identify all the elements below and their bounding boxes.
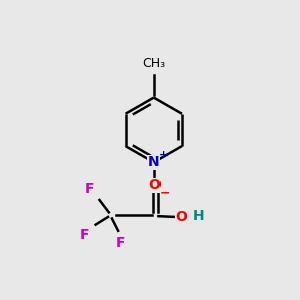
Text: O: O (149, 178, 161, 192)
Text: O: O (148, 178, 160, 192)
Text: F: F (116, 236, 125, 250)
Text: F: F (85, 182, 94, 196)
Text: F: F (80, 228, 89, 242)
Text: CH₃: CH₃ (142, 57, 165, 70)
Text: H: H (193, 209, 205, 223)
Text: N: N (148, 155, 160, 169)
Text: O: O (176, 210, 188, 224)
Text: −: − (159, 187, 170, 200)
Text: +: + (159, 150, 169, 160)
